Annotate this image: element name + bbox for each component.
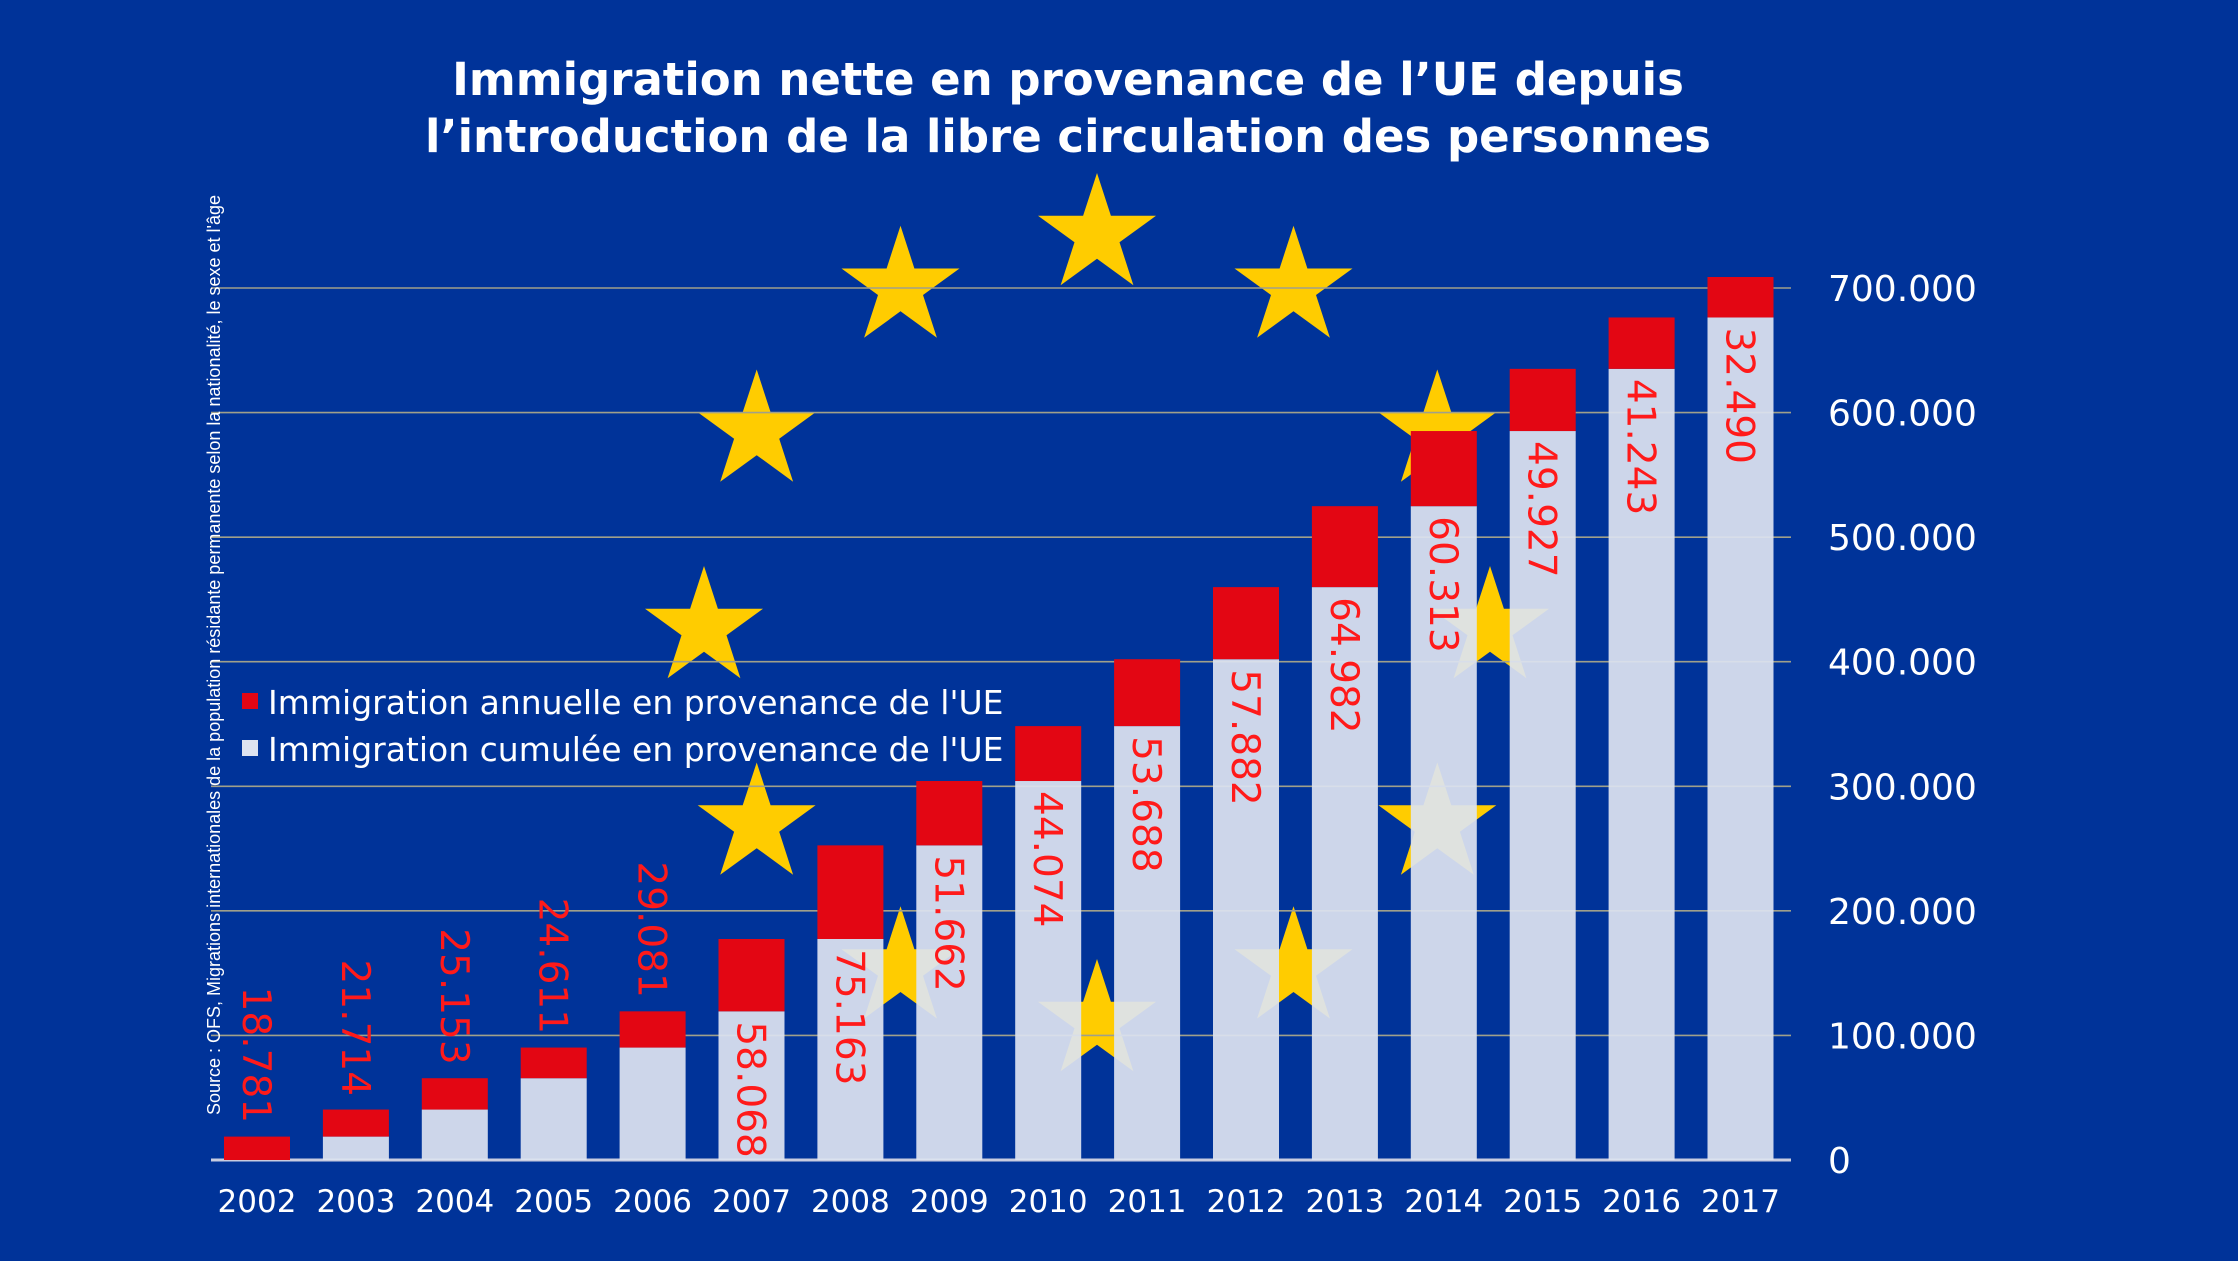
legend-label-cumulative: Immigration cumulée en provenance de l'U… xyxy=(268,730,1004,769)
data-label: 49.927 xyxy=(1519,441,1564,577)
star-icon xyxy=(645,566,763,679)
star-icon xyxy=(1038,173,1156,286)
source-note: Source : OFS, Migrations internationales… xyxy=(204,195,224,1115)
bar-annual xyxy=(916,781,983,846)
legend-swatch-cumulative xyxy=(242,740,258,756)
data-label: 18.781 xyxy=(233,987,278,1123)
star-icon xyxy=(1234,225,1353,338)
bar-annual xyxy=(1608,317,1675,369)
bar-cumulative xyxy=(619,1047,686,1160)
legend-label-annual: Immigration annuelle en provenance de l'… xyxy=(268,683,1004,722)
chart-title-line-1: Immigration nette en provenance de l’UE … xyxy=(452,53,1684,106)
chart-title-line-2: l’introduction de la libre circulation d… xyxy=(425,110,1711,163)
x-tick-label: 2004 xyxy=(415,1184,494,1220)
x-tick-label: 2017 xyxy=(1701,1184,1780,1220)
data-label: 41.243 xyxy=(1618,379,1663,515)
bar-annual xyxy=(1509,368,1576,432)
y-tick-label: 200.000 xyxy=(1828,892,1977,933)
x-tick-label: 2011 xyxy=(1108,1184,1187,1220)
bar-annual xyxy=(619,1011,686,1048)
bar-cumulative xyxy=(1213,659,1279,1160)
y-tick-label: 700.000 xyxy=(1828,269,1977,310)
x-tick-label: 2014 xyxy=(1404,1184,1483,1220)
y-tick-label: 400.000 xyxy=(1828,643,1977,684)
bar-annual xyxy=(1410,431,1477,507)
bar-cumulative xyxy=(1015,781,1082,1160)
bar-annual xyxy=(224,1136,290,1160)
data-label: 44.074 xyxy=(1024,791,1069,927)
x-tick-label: 2010 xyxy=(1009,1184,1088,1220)
bar-annual xyxy=(1311,506,1378,588)
bar-cumulative xyxy=(1707,317,1774,1161)
star-icon xyxy=(841,225,960,338)
star-icon xyxy=(697,762,816,875)
x-tick-label: 2009 xyxy=(910,1184,989,1220)
data-label: 32.490 xyxy=(1717,327,1762,463)
x-tick-label: 2006 xyxy=(613,1184,692,1220)
bar-cumulative xyxy=(916,845,983,1160)
x-tick-label: 2008 xyxy=(811,1184,890,1220)
bars xyxy=(224,276,1774,1161)
bar-annual xyxy=(322,1109,389,1137)
y-tick-label: 600.000 xyxy=(1828,394,1977,435)
data-label: 25.153 xyxy=(431,928,476,1064)
star-icon xyxy=(1378,369,1497,482)
x-tick-label: 2003 xyxy=(316,1184,395,1220)
data-label: 75.163 xyxy=(826,949,871,1085)
bar-annual xyxy=(817,845,884,940)
star-icon xyxy=(841,906,960,1019)
y-axis-ticks: 0 100.000 200.000 300.000 400.000 500.000 600.… xyxy=(1828,269,1977,1182)
bar-cumulative xyxy=(421,1109,488,1160)
x-tick-label: 2012 xyxy=(1207,1184,1286,1220)
data-label: 58.068 xyxy=(728,1021,773,1157)
bar-annual xyxy=(520,1047,587,1079)
x-tick-label: 2015 xyxy=(1503,1184,1582,1220)
data-labels: 18.781 21.714 25.153 24.611 29.081 58.068 75.1… xyxy=(233,327,1762,1157)
data-label: 24.611 xyxy=(530,898,575,1034)
data-label: 64.982 xyxy=(1321,597,1366,733)
y-tick-label: 100.000 xyxy=(1828,1016,1977,1057)
x-tick-label: 2007 xyxy=(712,1184,791,1220)
x-axis-ticks: 2002 2003 2004 2005 2006 2007 2008 2009 2010 2011… xyxy=(218,1184,1780,1220)
data-label: 29.081 xyxy=(629,861,674,997)
x-tick-label: 2002 xyxy=(218,1184,297,1220)
data-label: 51.662 xyxy=(925,855,970,991)
star-icon xyxy=(1234,906,1353,1019)
bar-cumulative xyxy=(322,1136,389,1160)
bar-annual xyxy=(421,1078,488,1110)
bar-annual xyxy=(1114,659,1181,727)
bar-cumulative xyxy=(1311,587,1378,1160)
bar-annual xyxy=(1213,587,1279,660)
bar-cumulative xyxy=(817,939,884,1160)
bar-cumulative xyxy=(1608,368,1675,1160)
x-tick-label: 2016 xyxy=(1602,1184,1681,1220)
data-label: 21.714 xyxy=(332,960,377,1096)
y-tick-label: 500.000 xyxy=(1828,518,1977,559)
legend-swatch-annual xyxy=(242,693,258,709)
bar-cumulative xyxy=(1509,431,1576,1161)
bar-cumulative xyxy=(1114,726,1181,1160)
x-tick-label: 2005 xyxy=(514,1184,593,1220)
bar-cumulative xyxy=(1410,506,1477,1160)
star-icon xyxy=(1038,959,1156,1072)
bar-annual xyxy=(1707,276,1774,318)
y-tick-label: 0 xyxy=(1828,1141,1851,1182)
legend: Immigration annuelle en provenance de l'… xyxy=(242,683,1004,769)
data-label: 60.313 xyxy=(1420,516,1465,652)
star-icon xyxy=(697,369,816,482)
y-tick-label: 300.000 xyxy=(1828,767,1977,808)
bar-annual xyxy=(718,939,785,1012)
bar-cumulative xyxy=(718,1011,785,1160)
data-label: 53.688 xyxy=(1123,736,1168,872)
bar-cumulative xyxy=(520,1078,587,1160)
star-icon xyxy=(1431,566,1549,679)
data-label: 57.882 xyxy=(1222,669,1267,805)
bar-annual xyxy=(1015,726,1082,782)
x-tick-label: 2013 xyxy=(1305,1184,1384,1220)
